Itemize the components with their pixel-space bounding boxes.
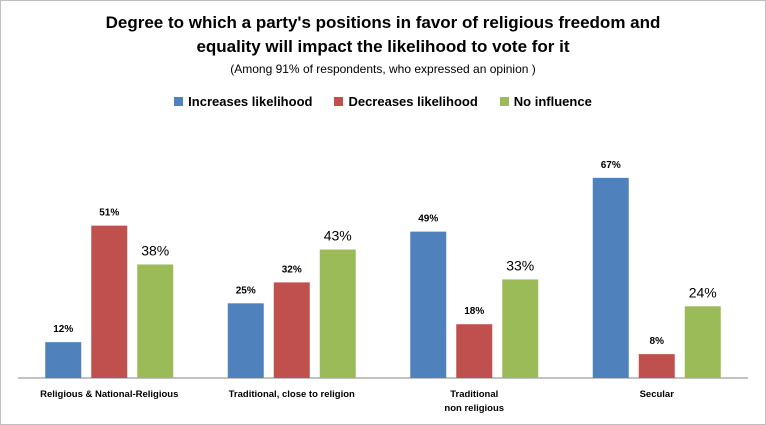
data-label-decreases-2: 32% (282, 264, 302, 275)
legend-label-decreases: Decreases likelihood (348, 94, 478, 109)
data-label-increases-2: 25% (236, 285, 256, 296)
legend-item-decreases: Decreases likelihood (334, 94, 478, 109)
bar-increases-4 (592, 177, 629, 378)
legend-item-increases: Increases likelihood (174, 94, 312, 109)
data-label-no-influence-1: 38% (141, 242, 169, 258)
chart-title-line2: equality will impact the likelihood to v… (196, 37, 570, 56)
bar-decreases-1 (91, 225, 128, 378)
chart-title-line1: Degree to which a party's positions in f… (105, 13, 661, 32)
bar-increases-2 (227, 303, 264, 378)
category-label-4: Secular (640, 389, 675, 400)
data-label-no-influence-3: 33% (506, 257, 534, 273)
data-label-increases-4: 67% (601, 160, 621, 171)
category-label-3-line2: non religious (444, 403, 504, 414)
data-label-no-influence-2: 43% (324, 228, 352, 244)
legend-swatch-no-influence (499, 97, 509, 106)
chart-subtitle: (Among 91% of respondents, who expressed… (230, 62, 536, 76)
bar-no-influence-1 (137, 264, 174, 378)
category-label-2: Traditional, close to religion (229, 389, 355, 400)
legend-swatch-decreases (334, 97, 344, 106)
legend-label-increases: Increases likelihood (188, 94, 313, 109)
data-label-decreases-3: 18% (464, 306, 484, 317)
bar-increases-3 (410, 231, 447, 378)
data-label-increases-3: 49% (418, 214, 438, 225)
legend-swatch-increases (174, 97, 184, 106)
bar-increases-1 (45, 342, 82, 378)
data-label-increases-1: 12% (53, 324, 73, 335)
bar-decreases-3 (456, 324, 493, 378)
category-label-1: Religious & National-Religious (40, 389, 178, 400)
legend-item-no-influence: No influence (499, 94, 592, 109)
bar-no-influence-3 (502, 279, 539, 378)
bar-decreases-4 (638, 354, 675, 378)
data-label-decreases-4: 8% (650, 336, 665, 347)
bar-decreases-2 (273, 282, 310, 378)
bar-no-influence-2 (319, 249, 356, 378)
category-label-3-line1: Traditional (450, 389, 498, 400)
bar-no-influence-4 (684, 306, 721, 378)
data-label-decreases-1: 51% (99, 208, 119, 219)
legend-label-no-influence: No influence (513, 94, 592, 109)
data-label-no-influence-4: 24% (689, 284, 717, 300)
chart-legend: Increases likelihood Decreases likelihoo… (0, 94, 766, 109)
